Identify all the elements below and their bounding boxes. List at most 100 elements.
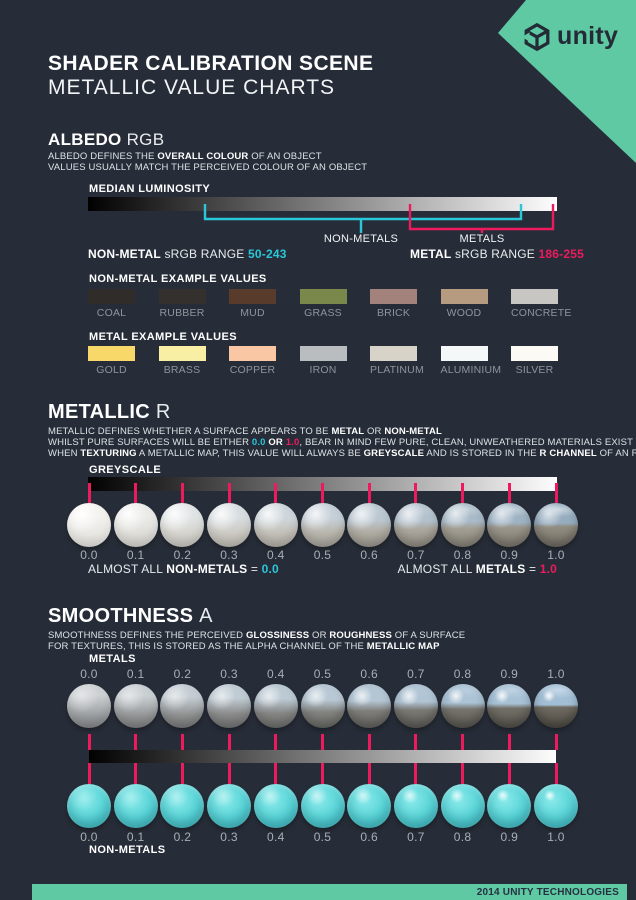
example-swatch: COPPER bbox=[229, 346, 276, 376]
swatch-label: MUD bbox=[240, 307, 265, 319]
sample-sphere bbox=[160, 784, 205, 828]
value-label: 1.0 bbox=[547, 548, 565, 562]
sample-sphere bbox=[113, 784, 158, 828]
swatch-chip bbox=[158, 346, 206, 361]
sample-sphere bbox=[440, 784, 485, 828]
value-label: 0.8 bbox=[453, 830, 472, 844]
poster-title: SHADER CALIBRATION SCENE bbox=[48, 52, 374, 75]
tick-mark bbox=[321, 483, 324, 503]
median-luminosity-label: MEDIAN LUMINOSITY bbox=[89, 183, 211, 195]
sample-sphere bbox=[487, 784, 532, 828]
example-swatch: ALUMINIUM bbox=[440, 346, 501, 376]
tick-mark bbox=[367, 483, 371, 503]
metallic-description-1: METALLIC DEFINES WHETHER A SURFACE APPEA… bbox=[48, 426, 442, 437]
swatch-chip bbox=[370, 346, 417, 361]
value-label: 0.9 bbox=[500, 830, 519, 844]
value-label: 0.3 bbox=[220, 830, 238, 844]
example-swatch: SILVER bbox=[511, 346, 558, 376]
albedo-heading: ALBEDO RGB bbox=[48, 130, 165, 149]
sample-sphere bbox=[300, 503, 345, 547]
example-swatch: BRASS bbox=[158, 346, 206, 376]
footer-bar: 2014 UNITY TECHNOLOGIES bbox=[32, 884, 627, 900]
nonmetal-swatch-row: COAL RUBBER MUD GRASS BRICK WOOD CONCRETE bbox=[88, 289, 571, 319]
tick-mark bbox=[414, 763, 418, 784]
value-label: 0.6 bbox=[360, 667, 378, 681]
example-swatch: RUBBER bbox=[158, 289, 206, 319]
example-swatch: MUD bbox=[229, 289, 276, 319]
sample-sphere bbox=[487, 503, 532, 547]
value-label: 0.6 bbox=[360, 830, 378, 844]
value-label: 0.2 bbox=[173, 548, 192, 562]
sample-sphere bbox=[393, 784, 438, 828]
sample-sphere bbox=[67, 784, 111, 828]
tick-mark bbox=[180, 483, 184, 503]
swatch-chip bbox=[299, 289, 347, 304]
swatch-label: GRASS bbox=[304, 307, 342, 319]
value-label: 0.1 bbox=[126, 548, 145, 562]
tick-mark bbox=[134, 734, 138, 750]
swatch-label: PLATINUM bbox=[370, 364, 424, 376]
nonmetal-examples-header: NON-METAL EXAMPLE VALUES bbox=[89, 273, 267, 285]
smoothness-description-1: SMOOTHNESS DEFINES THE PERCEIVED GLOSSIN… bbox=[48, 630, 466, 641]
example-swatch: PLATINUM bbox=[370, 346, 424, 376]
tick-mark bbox=[367, 763, 371, 784]
tick-mark bbox=[134, 483, 138, 503]
sample-sphere bbox=[160, 503, 205, 547]
value-label: 0.8 bbox=[453, 667, 472, 681]
footer-credit: 2014 UNITY TECHNOLOGIES bbox=[476, 886, 619, 898]
unity-logo: unity bbox=[522, 21, 618, 53]
unity-wordmark: unity bbox=[557, 21, 619, 50]
tick-mark bbox=[321, 763, 324, 784]
swatch-label: BRICK bbox=[376, 307, 411, 319]
sample-sphere bbox=[253, 684, 298, 728]
swatch-chip bbox=[229, 289, 276, 304]
value-label: 1.0 bbox=[547, 667, 565, 681]
value-label: 0.3 bbox=[220, 548, 238, 562]
tick-mark bbox=[321, 734, 324, 750]
example-swatch: BRICK bbox=[370, 289, 417, 319]
swatch-chip bbox=[88, 289, 135, 304]
swatch-label: RUBBER bbox=[159, 307, 205, 319]
tick-mark bbox=[414, 483, 418, 503]
tick-mark bbox=[87, 483, 91, 503]
sample-sphere bbox=[253, 503, 298, 547]
example-swatch: GOLD bbox=[88, 346, 135, 376]
swatch-label: SILVER bbox=[515, 364, 554, 376]
tick-mark bbox=[367, 734, 371, 750]
example-swatch: IRON bbox=[299, 346, 347, 376]
value-label: 0.2 bbox=[173, 830, 192, 844]
metallic-note-metals: ALMOST ALL METALS = 1.0 bbox=[397, 562, 557, 576]
value-label: 0.9 bbox=[500, 548, 519, 562]
sample-sphere bbox=[113, 503, 158, 547]
swatch-label: BRASS bbox=[163, 364, 201, 376]
value-label: 0.0 bbox=[80, 667, 98, 681]
swatch-chip bbox=[511, 289, 558, 304]
tick-mark bbox=[274, 483, 278, 503]
sample-sphere bbox=[347, 503, 392, 547]
tick-mark bbox=[180, 734, 184, 750]
nonmetal-srgb-range: NON-METAL sRGB RANGE 50-243 bbox=[88, 247, 287, 261]
albedo-description-2: VALUES USUALLY MATCH THE PERCEIVED COLOU… bbox=[48, 162, 368, 173]
sample-sphere bbox=[534, 503, 578, 547]
value-label: 0.4 bbox=[267, 548, 285, 562]
swatch-chip bbox=[511, 346, 558, 361]
swatch-chip bbox=[299, 346, 347, 361]
range-brackets bbox=[203, 204, 555, 233]
tick-mark bbox=[227, 483, 231, 503]
tick-mark bbox=[554, 483, 558, 503]
tick-mark bbox=[134, 763, 138, 784]
swatch-label: COPPER bbox=[229, 364, 276, 376]
tick-mark bbox=[554, 763, 558, 784]
greyscale-label: GREYSCALE bbox=[89, 464, 162, 476]
metal-examples-header: METAL EXAMPLE VALUES bbox=[89, 331, 237, 343]
metallic-description-2: WHILST PURE SURFACES WILL BE EITHER 0.0 … bbox=[48, 437, 636, 448]
metals-bracket-label: METALS bbox=[459, 233, 505, 245]
sample-sphere bbox=[393, 503, 438, 547]
sample-sphere bbox=[67, 684, 111, 728]
metallic-note-nonmetals: ALMOST ALL NON-METALS = 0.0 bbox=[88, 562, 279, 576]
tick-mark bbox=[507, 763, 511, 784]
sample-sphere bbox=[207, 684, 252, 728]
value-label: 0.7 bbox=[407, 548, 425, 562]
tick-mark bbox=[274, 734, 278, 750]
